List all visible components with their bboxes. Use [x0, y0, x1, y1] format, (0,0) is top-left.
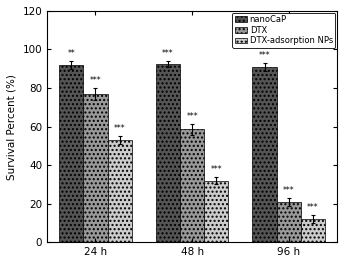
Text: ***: ***: [162, 49, 174, 58]
Text: ***: ***: [90, 76, 101, 85]
Bar: [301, 219, 325, 242]
Bar: [83, 94, 108, 242]
Text: ***: ***: [307, 203, 319, 212]
Text: ***: ***: [211, 165, 222, 174]
Text: **: **: [67, 49, 75, 58]
Bar: [204, 181, 228, 242]
Text: ***: ***: [114, 124, 126, 133]
Text: ***: ***: [186, 112, 198, 121]
Bar: [59, 65, 83, 242]
Legend: nanoCaP, DTX, DTX-adsorption NPs: nanoCaP, DTX, DTX-adsorption NPs: [232, 13, 335, 48]
Bar: [108, 140, 132, 242]
Text: ***: ***: [283, 186, 294, 195]
Bar: [156, 64, 180, 242]
Y-axis label: Survival Percent (%): Survival Percent (%): [7, 74, 17, 180]
Text: ***: ***: [259, 51, 270, 60]
Bar: [180, 129, 204, 242]
Bar: [252, 67, 277, 242]
Bar: [277, 202, 301, 242]
